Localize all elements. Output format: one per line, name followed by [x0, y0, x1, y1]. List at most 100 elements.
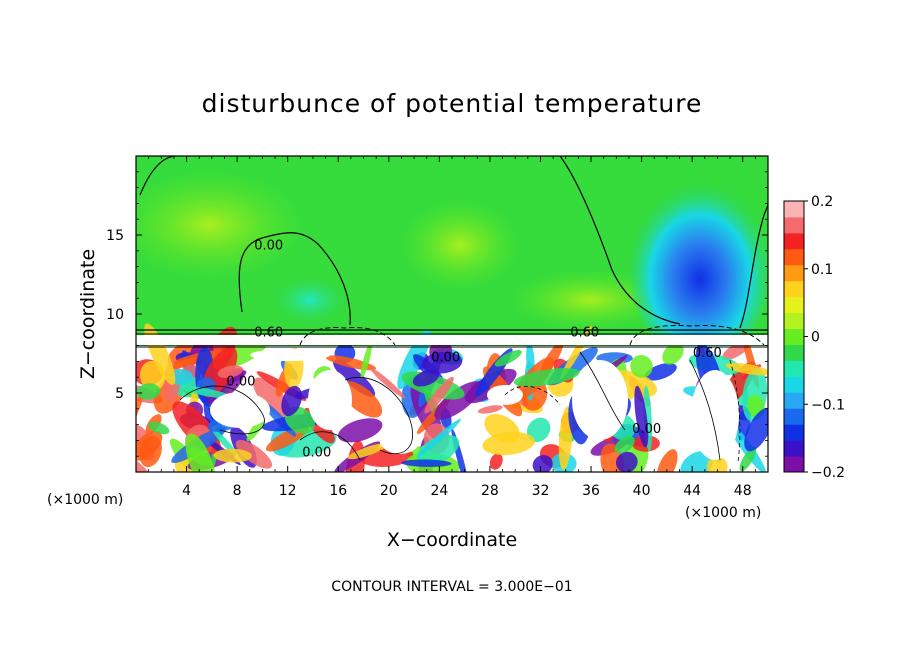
contour-label: 0.60 [254, 325, 283, 340]
turbulence-patch [212, 429, 237, 455]
turbulence-patch [494, 350, 522, 367]
x-tick-label: 28 [481, 483, 499, 499]
contour-line [739, 204, 768, 329]
turbulence-patch [424, 376, 454, 414]
x-tick-label: 20 [380, 483, 398, 499]
colorbar-tick-label: 0.1 [811, 262, 833, 278]
x-axis: 4 8 12 16 20 24 28 32 36 40 44 48 [148, 156, 756, 499]
y-tick-label: 15 [106, 228, 124, 244]
contour-label: 0.00 [302, 445, 331, 460]
turbulence-patch [739, 446, 757, 472]
turbulence-patch [180, 386, 233, 399]
contour-label: 0.60 [570, 325, 599, 340]
contour-interval: CONTOUR INTERVAL = 3.000E−01 [331, 579, 572, 595]
turbulence-patch [172, 357, 197, 370]
colorbar-swatch [784, 424, 804, 441]
turbulence-patch [634, 385, 649, 448]
contour-line [344, 377, 413, 455]
colorbar-swatch [784, 296, 804, 314]
colorbar-tick-label: −0.2 [811, 465, 845, 481]
contour-label: 0.00 [632, 422, 661, 437]
turbulence-patch [644, 363, 677, 381]
turbulence-patch [401, 459, 452, 467]
turbulence-patch [489, 453, 503, 470]
turbulence-patch [213, 448, 252, 463]
white-pocket [380, 426, 420, 454]
contour-line [179, 385, 265, 435]
turbulence-patch [532, 455, 553, 472]
turbulence-patch [281, 385, 302, 417]
colorbar-swatch [784, 392, 804, 409]
colorbar-ticks: 0.2 0.1 0 −0.1 −0.2 [804, 194, 845, 481]
colorbar-swatch [784, 328, 804, 345]
colorbar-swatch [784, 344, 804, 361]
turbulence-patch [656, 449, 678, 472]
field-patch [136, 170, 305, 280]
white-pocket [210, 392, 270, 428]
x-tick-label: 36 [582, 483, 600, 499]
turbulence-patch [253, 377, 291, 419]
field-patch [270, 275, 350, 325]
turbulence-patch [360, 342, 373, 379]
colorbar-tick-label: −0.1 [811, 397, 845, 413]
turbulence-patch [185, 433, 216, 472]
white-pocket [250, 349, 330, 361]
turbulence-patch [139, 435, 162, 468]
colorbar-swatch [784, 264, 804, 282]
turbulence-patch [340, 381, 383, 418]
turbulence-patch [136, 452, 157, 472]
colorbar-swatch [784, 312, 804, 330]
x-tick-label: 44 [683, 483, 701, 499]
turbulence-patch [136, 383, 161, 400]
turbulence-patch [217, 365, 244, 378]
contour-line [238, 232, 351, 326]
colorbar-swatch [784, 232, 804, 250]
x-tick-label: 32 [532, 483, 550, 499]
turbulence-patch [680, 451, 713, 472]
contour-line [729, 359, 741, 463]
contour-line [629, 325, 765, 346]
turbulence-patch [417, 418, 461, 457]
colorbar [783, 200, 805, 473]
turbulence-patch [513, 368, 581, 387]
turbulence-patch [630, 355, 653, 378]
colorbar-swatch [784, 456, 804, 473]
field-patch [510, 270, 670, 330]
y-axis-label: Z−coordinate [77, 249, 99, 379]
contour-line [299, 327, 396, 346]
x-tick-label: 4 [182, 483, 191, 499]
turbulence-patch [416, 434, 460, 466]
turbulence-patch [434, 381, 483, 420]
white-pocket [308, 370, 352, 430]
white-pocket [572, 360, 628, 440]
turbulent-patches [136, 323, 768, 472]
x-axis-label: X−coordinate [387, 529, 517, 551]
turbulence-patch [662, 342, 684, 365]
turbulence-patch [615, 451, 638, 472]
colorbar-swatch [784, 248, 804, 266]
contour-line [504, 386, 561, 406]
contour-line [559, 156, 681, 325]
colorbar-swatch [784, 280, 804, 298]
x-tick-label: 48 [734, 483, 752, 499]
contour-labels: 0.00 0.60 0.60 0.00 0.00 0.00 0.00 0.60 [226, 238, 721, 460]
turbulence-patch [526, 417, 551, 443]
y-axis: 5 10 15 [106, 171, 768, 457]
colorbar-swatch [784, 408, 804, 425]
turbulence-patch [477, 405, 503, 414]
colorbar-tick-label: 0 [811, 330, 820, 346]
turbulence-patch [412, 369, 440, 387]
white-pocket [691, 370, 739, 460]
turbulence-patch [235, 440, 273, 469]
contour-label: 0.00 [431, 351, 460, 366]
contour-line [139, 156, 176, 196]
colorbar-swatch [784, 216, 804, 234]
turbulence-patch [614, 436, 635, 454]
x-tick-label: 8 [233, 483, 242, 499]
x-tick-label: 40 [633, 483, 651, 499]
x-tick-label: 24 [430, 483, 448, 499]
contour-line [299, 431, 361, 461]
turbulence-patch [369, 367, 406, 399]
contour-label: 0.60 [693, 346, 722, 361]
